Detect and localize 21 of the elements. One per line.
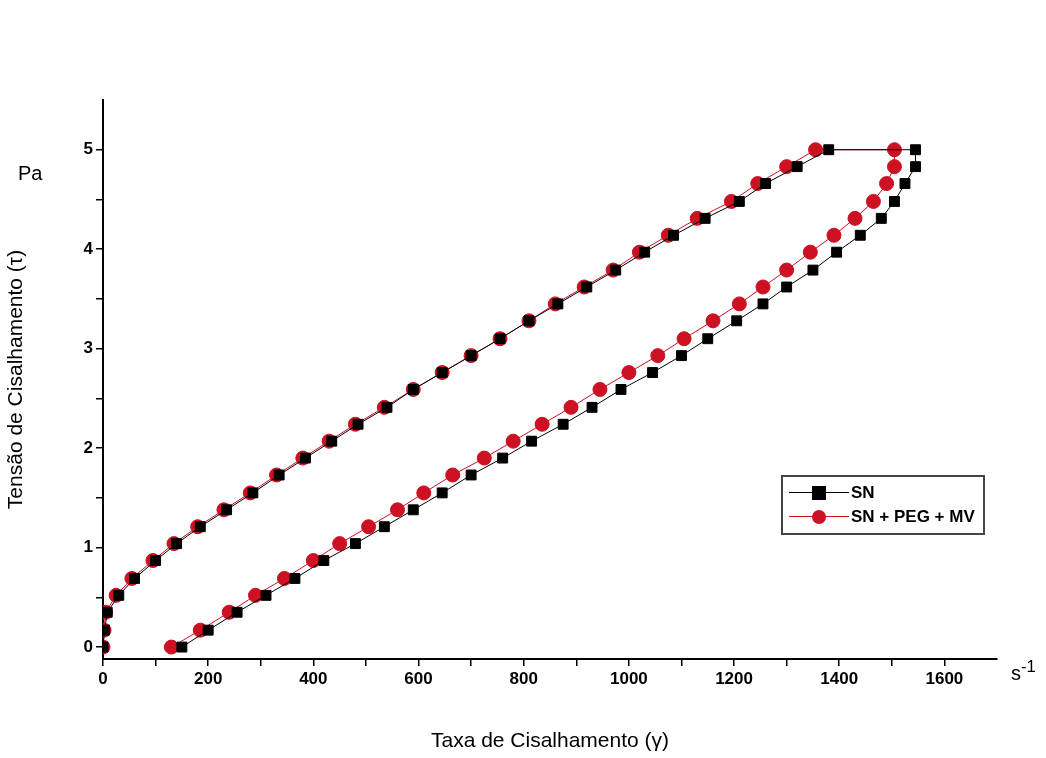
x-axis-title: Taxa de Cisalhamento (γ): [430, 728, 670, 752]
x-tick-label: 1400: [820, 668, 859, 688]
y-tick-label: 4: [83, 238, 94, 258]
x-tick-label: 800: [509, 668, 538, 688]
x-tick-label: 1200: [715, 668, 753, 688]
text: Pa: [18, 161, 43, 185]
y-axis-title: Tensão de Cisalhamento (τ): [3, 249, 27, 510]
y-tick-label: 2: [83, 437, 93, 457]
y-tick-label: 0: [83, 636, 93, 656]
x-tick-label: 200: [193, 668, 223, 688]
y-tick-label: 1: [83, 537, 93, 557]
legend-label: SN: [851, 482, 875, 503]
text: s$^{-1}$: [1011, 657, 1036, 685]
x-tick-label: 1000: [609, 668, 648, 688]
x-tick-label: 1600: [925, 668, 964, 688]
y-tick-label: 5: [83, 139, 93, 159]
x-tick-label: 400: [299, 668, 328, 688]
legend-label: SN + PEG + MV: [851, 506, 975, 527]
x-tick-label: 600: [404, 668, 433, 688]
y-tick-label: 3: [83, 338, 93, 358]
x-tick-label: 0: [98, 668, 108, 688]
